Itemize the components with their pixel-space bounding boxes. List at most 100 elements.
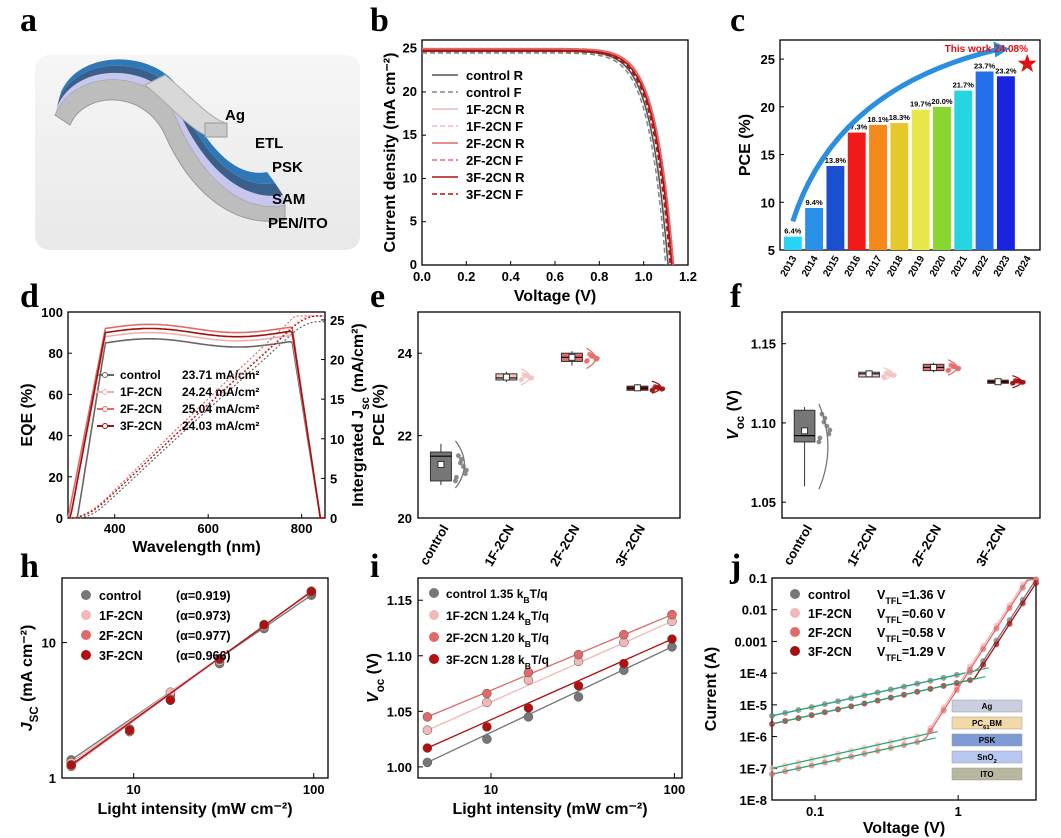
pce-box-mean [502,373,510,381]
voci-ytick-label: 1.10 [387,649,412,664]
sclc-legend-name: 2F-2CN [808,626,852,640]
hist-bar [933,106,951,251]
voci-legend-marker [429,588,439,598]
voci-ylabel-part: oc [375,678,387,692]
sclc-frame [771,577,1037,801]
voci-legend-label-part: T/q [531,609,549,623]
hist-bar-label: 23.2% [995,66,1017,75]
pce-box-point [456,453,461,459]
sclc-xlabel: Voltage (V) [863,820,945,837]
sclc-legend-marker [790,627,800,637]
eqe-legend-marker [102,372,108,378]
sclc-legend-name: 3F-2CN [808,645,852,659]
sclc-inset-layer [951,767,1023,781]
eqe-integrated-curve [68,315,325,519]
panel-label-b: b [370,2,389,39]
voci-legend-label-part: 1F-2CN 1.24 k [446,609,525,623]
jv-legend-label: 1F-2CN R [466,102,525,117]
voci-ytick-label: 1.15 [387,593,412,608]
pce-box-ytick-label: 24 [398,346,413,361]
jv-xtick-label: 1.0 [635,269,653,284]
sclc-legend-vtfl-part: TFL [885,653,902,663]
hist-bar [826,166,845,250]
eqe-y2tick-label: 10 [330,432,344,447]
sclc-legend-vtfl: VTFL=1.29 V [877,645,946,663]
jv-xtick-label: 0.6 [546,269,564,284]
eqe-curve [68,331,325,519]
hist-bar-label: 19.7% [910,100,932,109]
sclc-xtick-label: 0.1 [806,804,824,819]
sclc-ohmic-fit [771,676,986,725]
sclc-inset-layer [951,716,1023,730]
panel-label-d: d [20,278,39,315]
jv-xtick-label: 0.8 [590,269,608,284]
sclc-legend-vtfl-part: TFL [885,634,902,644]
jsc-ylabel-part: (mA cm⁻²) [19,625,36,707]
hist-annotation: This work 24.08% [945,44,1028,55]
jv-ylabel: Current density (mA cm⁻²) [382,53,399,253]
jsc-legend-alpha: (α=0.973) [176,609,231,623]
jsc-legend-name: 2F-2CN [99,629,143,643]
hist-bar-label: 18.1% [867,115,889,124]
voci-xtick-label: 100 [664,782,686,797]
star-icon [1017,53,1037,72]
voci-point [422,712,433,722]
panel-label-a: a [20,2,37,39]
sclc-inset-label: Ag [982,702,993,711]
voci-point [523,667,534,678]
jv-legend-label: control R [466,68,524,83]
voci-fit-line [427,646,673,764]
jsc-xtick-label: 100 [303,782,325,797]
sclc-ytick-label: 1E-4 [740,666,768,681]
jsc-point [214,653,225,664]
hist-bar [783,236,802,250]
jv-ytick-label: 20 [403,84,417,99]
jv-ytick-label: 15 [403,127,417,142]
voc-box-point [819,411,825,417]
voc-box-mean [865,370,873,378]
pce-box-point [650,387,656,393]
pce-box-ytick-label: 20 [398,511,412,526]
pce-box-point [464,467,469,473]
voc-box-ylabel-part: V [725,428,742,440]
voci-xlabel-part: (mW cm⁻²) [562,801,648,818]
voc-box-ylabel-part: (V) [725,390,742,416]
panel-label-c: c [730,2,746,39]
sclc-ytick-label: 1E-8 [740,793,767,808]
voc-box-point [886,371,892,376]
pce-box-point [524,372,530,378]
jsc-legend-marker [81,630,91,640]
jv-xlabel: Voltage (V) [514,288,596,305]
voci-point [573,681,584,691]
hist-trend-arrow [790,47,998,223]
voc-box-frame [781,311,1041,519]
jsc-legend-name: control [99,589,141,603]
voci-ylabel-part: V [365,691,382,703]
jsc-point [259,620,269,630]
voc-box-point [1020,379,1026,385]
voci-ytick-label: 1.05 [387,704,412,719]
pce-box-point [529,375,535,381]
jsc-xlabel-part: Light intensity [97,801,206,818]
eqe-integrated-curve [67,315,325,519]
sclc-inset-label: ITO [980,770,993,779]
sclc-legend-vtfl: VTFL=0.60 V [877,607,946,625]
sclc-legend-vtfl-part: =0.58 V [902,626,946,640]
sclc-inset-label-part: 2 [994,759,997,765]
pce-box-point [519,376,525,382]
pce-box-point [454,474,459,480]
jsc-xlabel-part: (mW cm⁻²) [207,801,293,818]
sclc-inset-label: PC61BM [972,719,1002,731]
jv-xtick-label: 0.2 [457,269,475,284]
jsc-ylabel-part: SC [29,706,41,722]
pce-box-point [590,352,595,358]
eqe-integrated-curve [68,321,325,519]
pce-box-point [595,355,600,361]
eqe-legend-jsc: 24.24 mA/cm² [182,385,259,399]
voc-box-mean [801,427,809,435]
voci-fit-line [427,638,673,749]
sclc-ylabel: Current (A) [703,647,720,731]
hist-bar-label: 23.7% [974,62,996,71]
